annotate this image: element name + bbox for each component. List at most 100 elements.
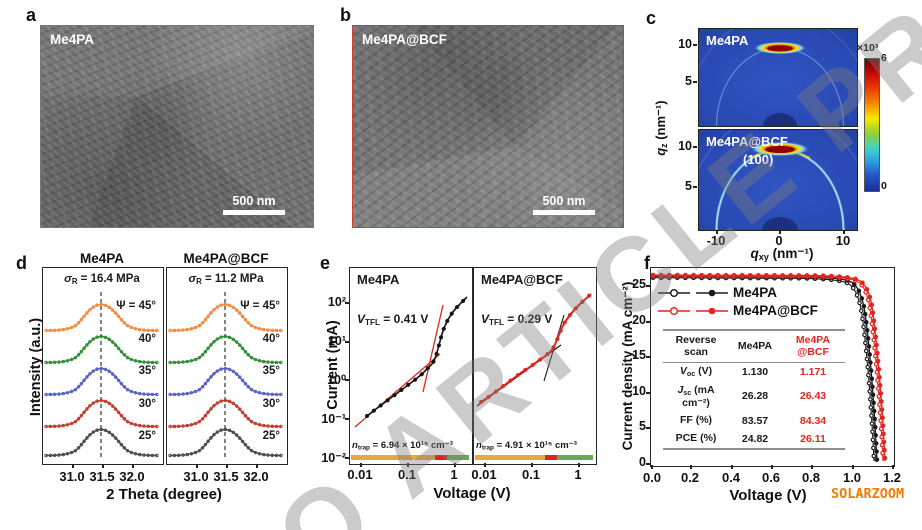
x-tick: 1 <box>450 467 458 482</box>
x-tick: 0.8 <box>801 470 821 485</box>
xrd-plot-me4pa <box>42 267 164 465</box>
tick-mark <box>693 146 697 148</box>
x-tick: 1.0 <box>842 470 862 485</box>
giwaxs-bottom-me4pa-bcf: Me4PA@BCF (100) <box>698 129 858 231</box>
tick-mark <box>345 302 349 304</box>
y-tick: 25 <box>632 277 646 291</box>
e-right-title: Me4PA@BCF <box>481 272 563 287</box>
n-symbol: n <box>476 440 482 451</box>
jv-curve-me4pa-bcf-filled <box>651 272 888 463</box>
x-tick: 31.0 <box>183 469 209 484</box>
psi-label: 30° <box>262 398 280 410</box>
colorbar <box>864 58 880 192</box>
ntrap-left: ntrap = 6.94 × 10¹⁵ cm⁻³ <box>352 440 453 452</box>
sigma-symbol: σ <box>188 273 197 285</box>
ohmic-region-band <box>475 455 545 460</box>
tick-mark <box>646 392 650 394</box>
y-tick: 10⁻¹ <box>321 412 346 426</box>
e-left-title: Me4PA <box>357 272 400 287</box>
y-tick: 10 <box>678 37 692 51</box>
tick-mark <box>531 463 533 467</box>
legend-symbol-filled-red <box>696 307 728 314</box>
sclc-right-svg <box>476 292 593 407</box>
giwaxs-bottom-svg <box>699 130 857 230</box>
psi-label: 35° <box>138 365 156 377</box>
tfl-region-band <box>545 455 557 460</box>
x-tick: 0.01 <box>471 467 497 482</box>
value-me4pa-bcf: 84.34 <box>799 414 827 427</box>
jv-plot <box>650 267 895 467</box>
table-row-voc: Voc (V) 1.130 1.171 <box>663 363 845 381</box>
psi-label: 35° <box>262 365 280 377</box>
tick-mark <box>102 464 104 468</box>
tick-mark <box>578 463 580 467</box>
tick-mark <box>345 341 349 343</box>
vtfl-right: VTFL = 0.29 V <box>481 312 552 327</box>
child-region-band <box>557 455 593 460</box>
tfl-region-band <box>435 455 447 460</box>
x-tick: -10 <box>706 233 726 248</box>
y-tick: 5 <box>685 179 692 193</box>
scalebar-label: 500 nm <box>232 194 276 208</box>
jv-svg <box>651 272 888 463</box>
y-tick: 10⁻² <box>321 451 346 465</box>
psi-label: Ψ = 45° <box>240 300 280 312</box>
tick-mark <box>345 457 349 459</box>
tick-mark <box>779 230 781 234</box>
x-tick: 0 <box>775 233 783 248</box>
sigma-symbol: σ <box>64 273 72 285</box>
row-label: FF (%) <box>679 414 713 427</box>
x-tick: 0.01 <box>347 467 373 482</box>
v-value: = 0.29 V <box>503 312 553 326</box>
tick-mark <box>256 464 258 468</box>
tick-mark <box>892 465 894 469</box>
n-value: = 6.94 × 10¹⁵ cm⁻³ <box>370 440 453 451</box>
sem-image-me4pa-bcf: Me4PA@BCF 500 nm <box>352 25 624 228</box>
tick-mark <box>811 465 813 469</box>
beamstop <box>763 113 797 126</box>
giwaxs-bottom-title: Me4PA@BCF <box>706 134 788 149</box>
sem-b-title: Me4PA@BCF <box>362 32 447 47</box>
f-y-axis-label: Current density (mA cm⁻²) <box>620 281 635 451</box>
table-row-jsc: Jsc (mA cm⁻²) 26.28 26.43 <box>663 381 845 412</box>
table-header-scan: Reverse scan <box>675 334 717 359</box>
panel-e-letter: e <box>320 253 331 273</box>
tick-mark <box>407 463 409 467</box>
legend-label: Me4PA <box>733 285 778 300</box>
sclc-data-curve <box>480 293 592 403</box>
sclc-plot-me4pa <box>349 267 473 465</box>
table-header-me4pa-bcf: Me4PA @BCF <box>795 334 831 359</box>
value-me4pa: 26.28 <box>741 390 769 403</box>
e-y-axis-label: Current (mA) <box>325 320 341 410</box>
miller-index-annotation: (100) <box>743 152 774 167</box>
v-symbol: V <box>481 312 490 326</box>
tick-mark <box>132 464 134 468</box>
residual-stress-right: σR = 11.2 MPa <box>166 273 286 286</box>
row-label: Voc (V) <box>679 365 713 379</box>
n-sub: trap <box>357 444 371 452</box>
x-tick: 0.1 <box>521 467 541 482</box>
sclc-data-points <box>365 295 469 418</box>
value-me4pa: 83.57 <box>741 414 769 427</box>
solarzoom-watermark: SOLARZOOM <box>831 486 905 502</box>
x-tick: 31.0 <box>59 469 85 484</box>
y-tick: 0 <box>639 455 646 469</box>
legend-row-me4pa-bcf: Me4PA@BCF <box>657 303 818 318</box>
x-tick: 0.4 <box>721 470 741 485</box>
ntrap-right: ntrap = 4.91 × 10¹⁵ cm⁻³ <box>476 440 577 452</box>
y-tick: 10 <box>678 139 692 153</box>
legend-symbol-open-black <box>658 288 690 297</box>
y-tick: 10 <box>632 384 646 398</box>
tick-mark <box>771 465 773 469</box>
x-tick: 1.2 <box>882 470 902 485</box>
tick-mark <box>345 379 349 381</box>
tick-mark <box>226 464 228 468</box>
sigma-sub: R <box>71 276 78 286</box>
y-tick: 10² <box>327 295 346 309</box>
ohmic-region-band <box>351 455 435 460</box>
table-row-pce: PCE (%) 24.82 26.11 <box>663 430 845 448</box>
v-symbol: V <box>357 312 366 326</box>
tick-mark <box>646 285 650 287</box>
tick-mark <box>843 230 845 234</box>
